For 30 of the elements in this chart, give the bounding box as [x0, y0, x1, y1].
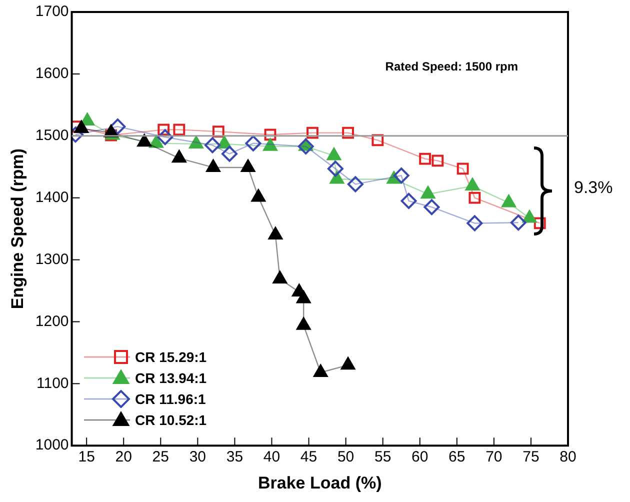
- x-tick-label: 30: [189, 448, 206, 466]
- legend-label: CR 10.52:1: [135, 412, 207, 428]
- x-axis-title: Brake Load (%): [258, 473, 382, 492]
- y-tick-label: 1000: [35, 436, 69, 454]
- legend-label: CR 13.94:1: [135, 370, 207, 386]
- annotation: Rated Speed: 1500 rpm: [385, 59, 518, 74]
- y-tick-label: 1600: [35, 65, 69, 82]
- text: 9.3%: [574, 178, 613, 198]
- y-tick-label: 1700: [35, 3, 69, 20]
- x-tick-label: 15: [78, 448, 95, 466]
- x-tick-label: 20: [115, 448, 132, 466]
- x-tick-label: 65: [448, 448, 466, 466]
- x-tick-label: 75: [522, 448, 540, 466]
- x-tick-label: 40: [263, 448, 280, 466]
- x-tick-label: 50: [337, 448, 354, 466]
- x-tick-label: 25: [152, 448, 169, 466]
- y-axis-title: Engine Speed (rpm): [8, 148, 27, 310]
- y-tick-label: 1200: [35, 312, 69, 330]
- x-tick-label: 80: [560, 448, 576, 466]
- x-tick-label: 35: [226, 448, 244, 466]
- legend-label: CR 15.29:1: [135, 348, 207, 364]
- x-tick-label: 60: [412, 448, 428, 466]
- x-tick-label: 55: [374, 448, 392, 466]
- y-tick-label: 1500: [35, 127, 69, 144]
- x-tick-label: 45: [300, 448, 318, 466]
- legend-label: CR 11.96:1: [135, 390, 206, 406]
- y-tick-label: 1100: [36, 374, 69, 392]
- x-tick-label: 70: [486, 448, 502, 466]
- y-tick-label: 1400: [35, 188, 69, 206]
- y-tick-label: 1300: [35, 250, 69, 268]
